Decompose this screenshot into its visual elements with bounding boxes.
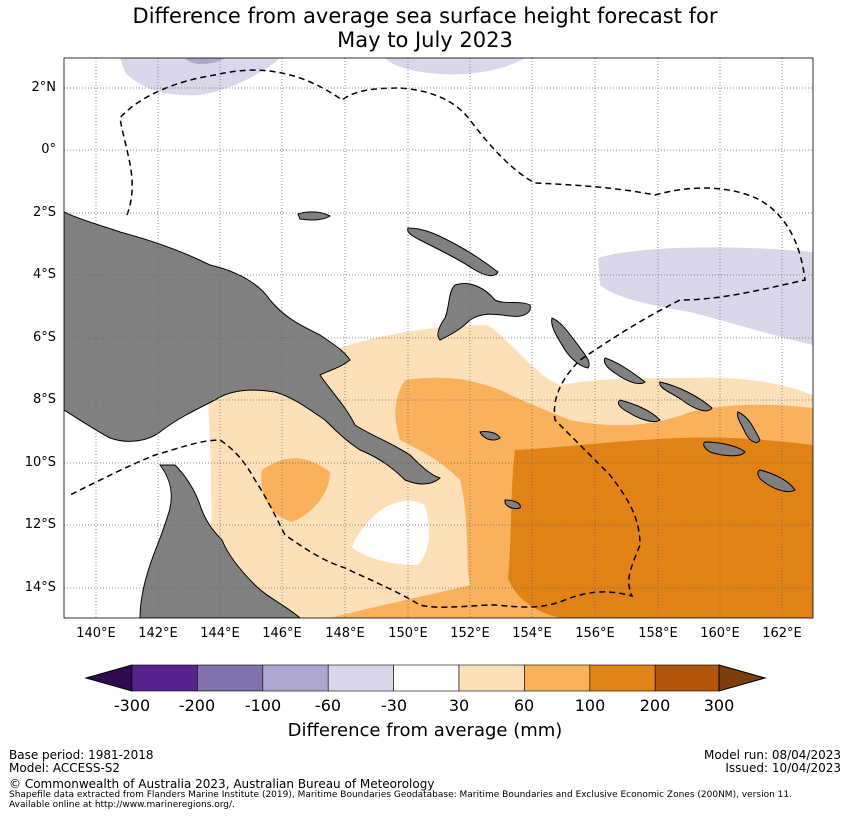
lat-label-6s: 6°S (32, 330, 56, 345)
anomaly-region-north-negative-core (185, 58, 225, 65)
lat-label-4s: 4°S (32, 267, 56, 282)
colorbar-bin-4 (327, 664, 394, 692)
model-text: Model: ACCESS-S2 (9, 761, 121, 775)
lat-label-2s: 2°S (32, 205, 56, 220)
map-area (64, 58, 813, 618)
lon-label-150e: 150°E (388, 626, 428, 641)
lon-label-144e: 144°E (200, 626, 240, 641)
shapefile-credit-line-2: Available online at http://www.marinereg… (9, 800, 235, 810)
eez-boundary-png (69, 69, 806, 608)
base-period-text: Base period: 1981-2018 (9, 748, 154, 762)
colorbar-bin-6 (458, 664, 525, 692)
eez-boundaries (69, 69, 806, 608)
colorbar-bin-5 (393, 664, 460, 692)
land-solomon-islands (603, 357, 796, 493)
colorbar-tick-label: -300 (113, 696, 151, 715)
land-manus-island (297, 211, 331, 221)
copyright-text: © Commonwealth of Australia 2023, Austra… (9, 777, 435, 791)
issued-date-text: Issued: 10/04/2023 (725, 761, 841, 775)
lon-label-142e: 142°E (138, 626, 178, 641)
land-bougainville (551, 317, 590, 369)
chart-title-line-2: May to July 2023 (337, 28, 513, 52)
colorbar-extend-high (718, 664, 767, 692)
colorbar-tick-label: 300 (703, 696, 735, 715)
lon-label-162e: 162°E (762, 626, 802, 641)
lat-label-0: 0° (41, 142, 56, 157)
graticule (64, 58, 813, 618)
lon-label-140e: 140°E (76, 626, 116, 641)
lon-label-146e: 146°E (262, 626, 302, 641)
colorbar-bin-3 (262, 664, 329, 692)
lat-label-12s: 12°S (24, 517, 56, 532)
anomaly-region-north-east-negative (385, 58, 525, 75)
map-frame (63, 57, 814, 619)
lon-label-148e: 148°E (325, 626, 365, 641)
anomaly-region-60-100mm-west (261, 458, 330, 522)
colorbar-title: Difference from average (mm) (287, 720, 563, 741)
colorbar (84, 664, 767, 692)
colorbar-bin-1 (131, 664, 198, 692)
anomaly-region-near-zero (352, 500, 430, 565)
colorbar-bin-7 (524, 664, 591, 692)
lon-label-160e: 160°E (700, 626, 740, 641)
colorbar-bin-8 (589, 664, 656, 692)
anomaly-region-east-negative (598, 247, 813, 345)
model-run-text: Model run: 08/04/2023 (703, 748, 841, 762)
lon-label-158e: 158°E (638, 626, 678, 641)
colorbar-tick-label: -30 (380, 696, 408, 715)
lat-label-14s: 14°S (24, 580, 56, 595)
colorbar-tick-label: -60 (314, 696, 342, 715)
lat-label-10s: 10°S (24, 455, 56, 470)
lat-label-2n: 2°N (31, 80, 57, 95)
anomaly-region-100-200mm (508, 437, 813, 618)
colorbar-tick-label: 200 (639, 696, 671, 715)
colorbar-extend-low (84, 664, 133, 692)
colorbar-bin-9 (654, 664, 720, 692)
lon-label-154e: 154°E (512, 626, 552, 641)
chart-title-line-1: Difference from average sea surface heig… (132, 4, 718, 28)
land-new-britain (437, 283, 531, 341)
colorbar-tick-label: -100 (244, 696, 282, 715)
colorbar-tick-label: 30 (448, 696, 470, 715)
colorbar-tick-label: -200 (178, 696, 216, 715)
colorbar-tick-label: 60 (513, 696, 535, 715)
anomaly-region-north-negative (120, 58, 280, 96)
shapefile-credit-line-1: Shapefile data extracted from Flanders M… (9, 790, 792, 800)
colorbar-bin-2 (197, 664, 264, 692)
land-louisiade-archipelago (479, 431, 521, 509)
lon-label-152e: 152°E (450, 626, 490, 641)
lon-label-156e: 156°E (575, 626, 615, 641)
land-new-ireland (407, 227, 499, 277)
lat-label-8s: 8°S (32, 392, 56, 407)
colorbar-tick-label: 100 (574, 696, 606, 715)
